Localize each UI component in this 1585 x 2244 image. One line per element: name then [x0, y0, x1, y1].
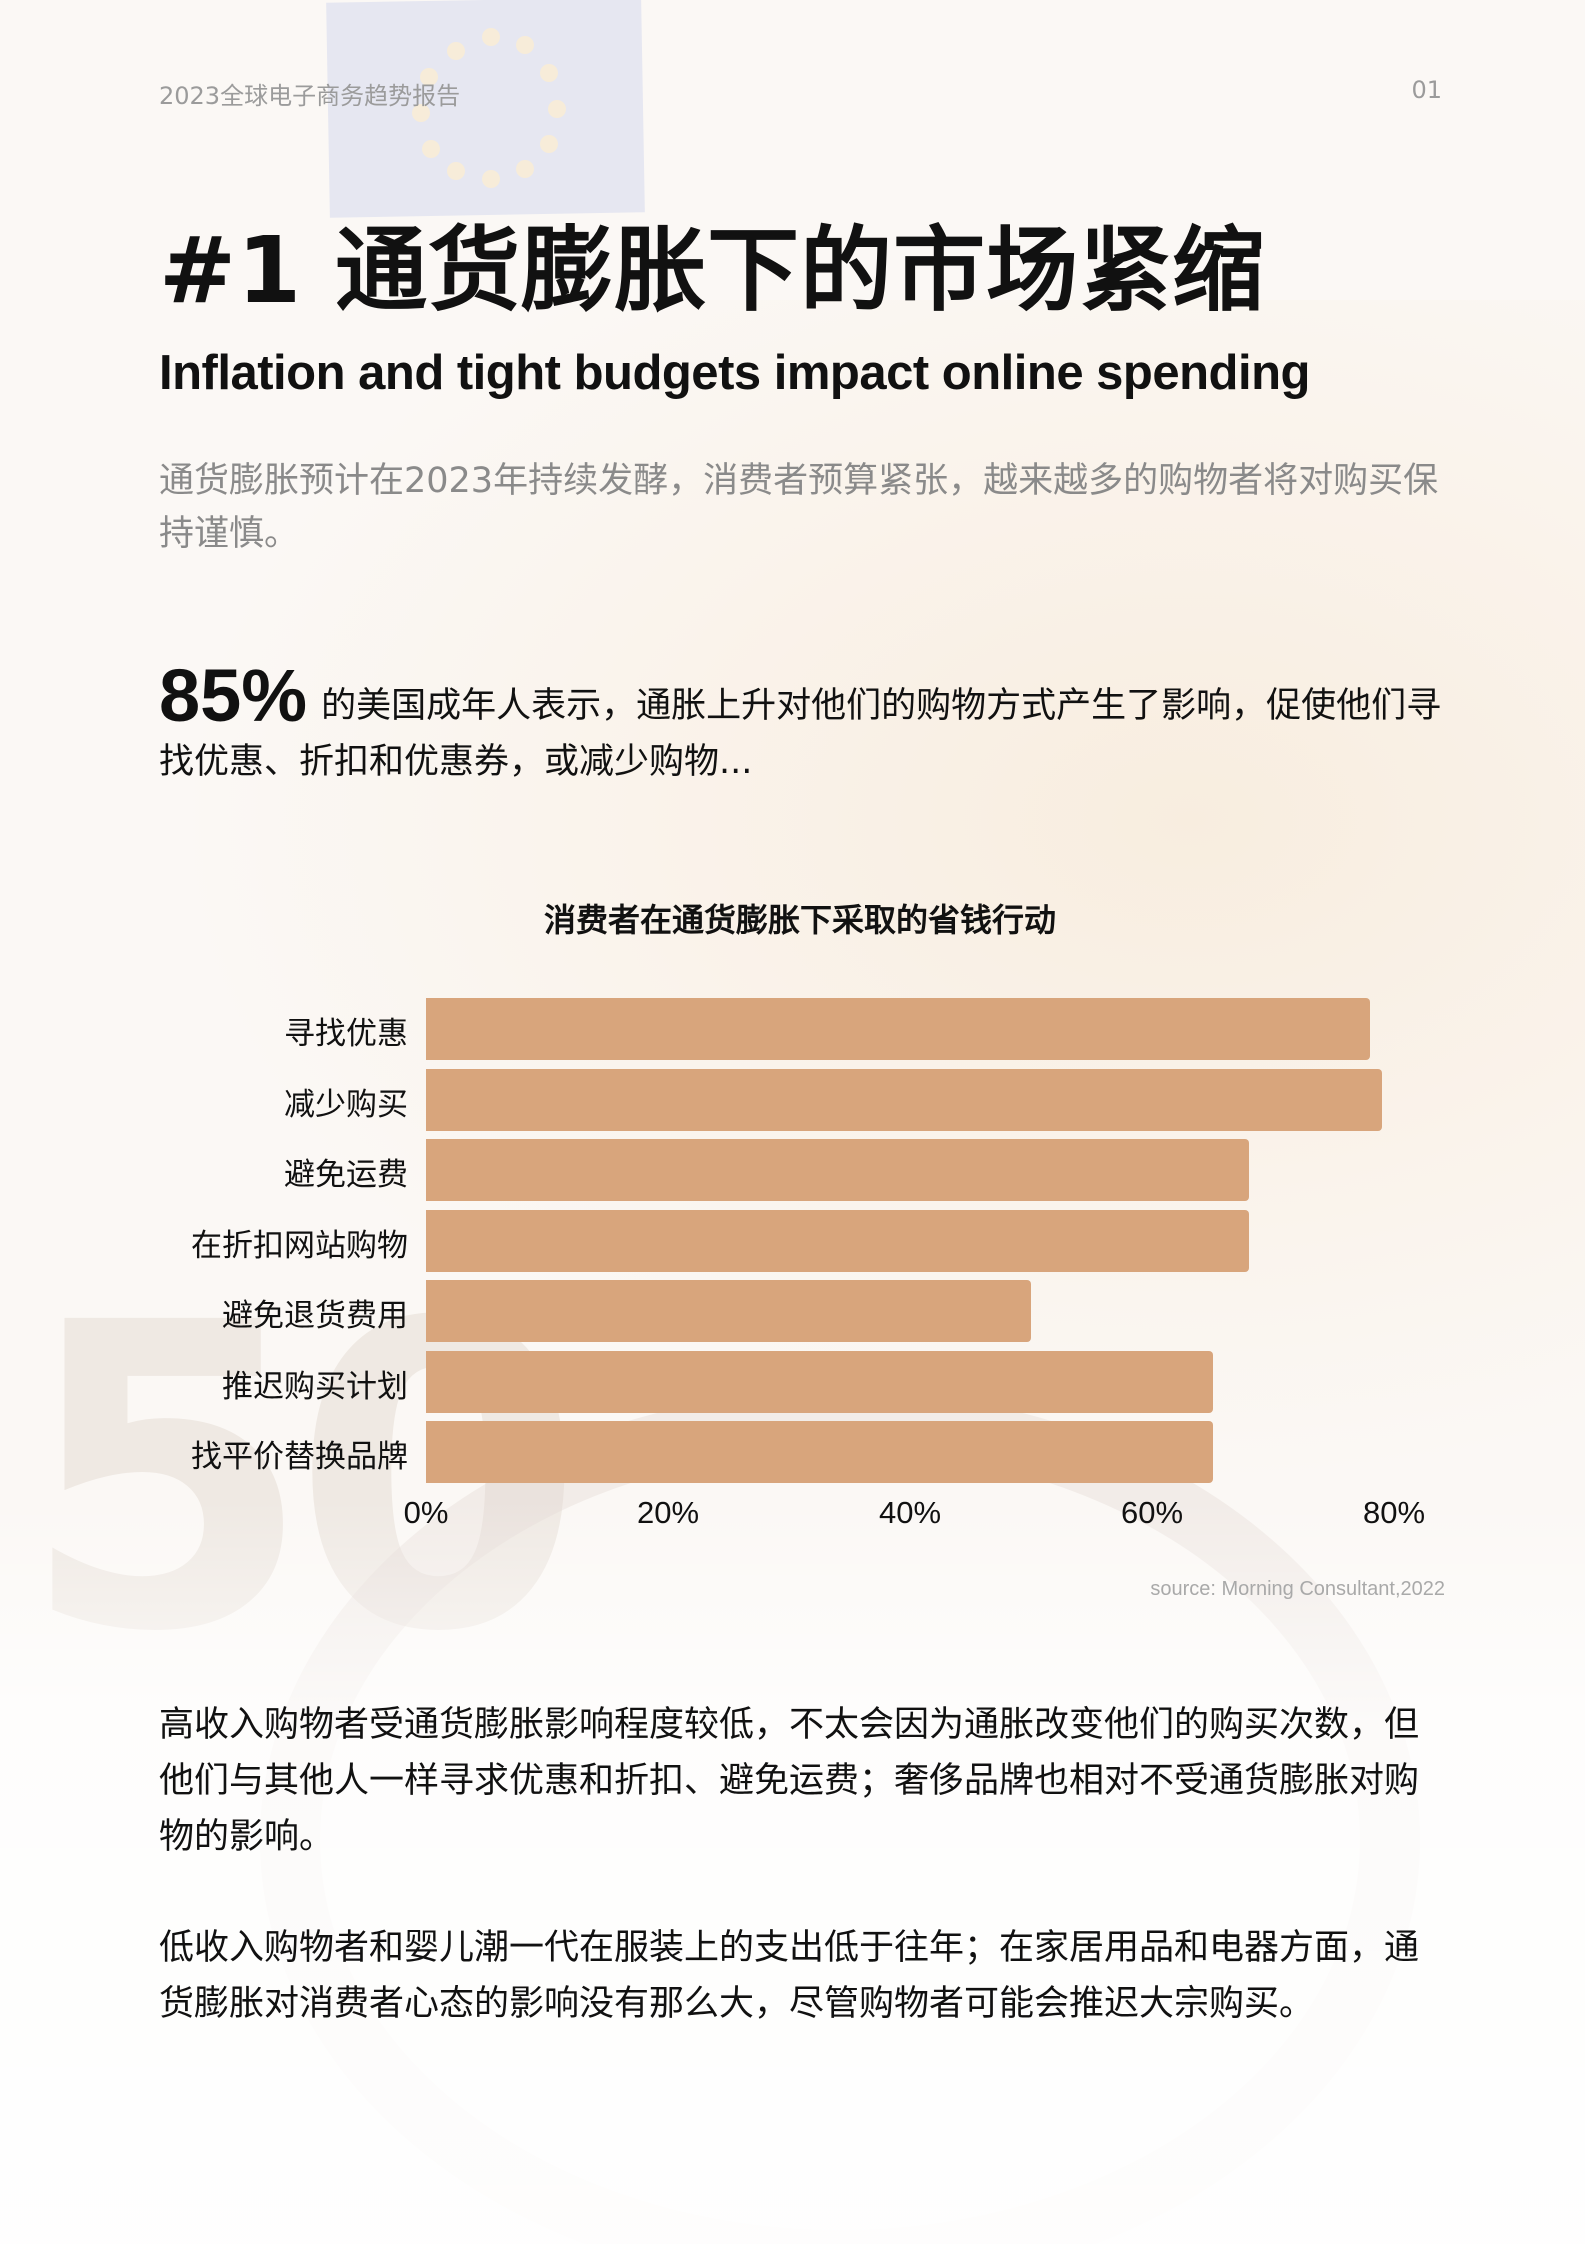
- savings-actions-bar-chart: 消费者在通货膨胀下采取的省钱行动 寻找优惠减少购买避免运费在折扣网站购物避免退货…: [150, 895, 1450, 1615]
- chart-source: source: Morning Consultant,2022: [1150, 1578, 1445, 1600]
- flag-star-icon: [482, 170, 500, 188]
- bar-label: 减少购买: [284, 1086, 408, 1123]
- body-paragraph-high-income: 高收入购物者受通货膨胀影响程度较低，不太会因为通胀改变他们的购买次数，但他们与其…: [159, 1705, 1420, 1857]
- flag-star-icon: [412, 104, 430, 122]
- bar-row: 在折扣网站购物: [150, 1209, 1450, 1272]
- x-axis-tick-label: 60%: [1120, 1495, 1184, 1530]
- flag-star-icon: [516, 160, 534, 178]
- flag-star-icon: [482, 28, 500, 46]
- bar: [426, 1421, 1213, 1483]
- statistic-description: 的美国成年人表示，通胀上升对他们的购物方式产生了影响，促使他们寻找优惠、折扣和优…: [159, 686, 1442, 782]
- bar-row: 推迟购买计划: [150, 1350, 1450, 1413]
- bar: [426, 1139, 1249, 1201]
- body-paragraph-low-income: 低收入购物者和婴儿潮一代在服装上的支出低于往年；在家居用品和电器方面，通货膨胀对…: [159, 1928, 1420, 2024]
- bar-label: 推迟购买计划: [222, 1368, 408, 1405]
- x-axis-tick-label: 0%: [403, 1495, 449, 1530]
- x-axis-tick-label: 20%: [636, 1495, 700, 1530]
- page-number: 01: [1411, 76, 1442, 104]
- flag-star-icon: [447, 42, 465, 60]
- bar: [426, 1280, 1031, 1342]
- bar: [426, 1350, 1213, 1413]
- bar-label: 找平价替换品牌: [191, 1439, 408, 1475]
- statistic-value: 85%: [159, 654, 308, 737]
- flag-star-icon: [422, 140, 440, 158]
- flag-star-icon: [540, 64, 558, 82]
- bar-row: 减少购买: [150, 1068, 1450, 1131]
- x-axis-tick-label: 80%: [1362, 1495, 1426, 1530]
- bar-label: 寻找优惠: [284, 1016, 408, 1052]
- report-header-title: 2023全球电子商务趋势报告: [159, 82, 461, 110]
- bar: [426, 998, 1370, 1060]
- flag-star-icon: [420, 68, 438, 86]
- bar-label: 避免运费: [284, 1157, 408, 1193]
- bar-row: 避免运费: [150, 1139, 1450, 1201]
- bar-row: 避免退货费用: [150, 1280, 1450, 1342]
- key-statistic: 85% 的美国成年人表示，通胀上升对他们的购物方式产生了影响，促使他们寻找优惠、折…: [159, 659, 1449, 790]
- bar: [426, 1209, 1249, 1272]
- chart-title: 消费者在通货膨胀下采取的省钱行动: [543, 901, 1056, 939]
- page-subtitle: Inflation and tight budgets impact onlin…: [159, 346, 1310, 400]
- flag-star-icon: [516, 36, 534, 54]
- x-axis-tick-label: 40%: [878, 1495, 942, 1530]
- page-title: #1 通货膨胀下的市场紧缩: [159, 217, 1266, 324]
- intro-paragraph: 通货膨胀预计在2023年持续发酵，消费者预算紧张，越来越多的购物者将对购买保持谨…: [159, 461, 1439, 554]
- bar-label: 避免退货费用: [222, 1298, 408, 1334]
- flag-star-icon: [548, 100, 566, 118]
- bar-row: 寻找优惠: [150, 998, 1450, 1060]
- background-fade: [0, 1500, 1585, 2244]
- bar-label: 在折扣网站购物: [191, 1227, 408, 1264]
- flag-star-icon: [540, 135, 558, 153]
- x-axis-ticks: 0% 20% 40% 60% 80%: [150, 1495, 1450, 1535]
- flag-star-icon: [447, 162, 465, 180]
- bar-row: 找平价替换品牌: [150, 1421, 1450, 1483]
- bar: [426, 1068, 1382, 1131]
